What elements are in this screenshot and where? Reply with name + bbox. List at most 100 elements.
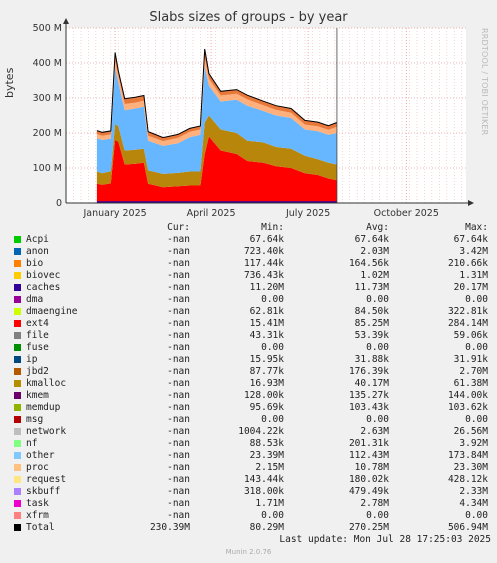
legend-swatch [14, 284, 21, 291]
legend-row: kmem -nan 128.00k 135.27k 144.00k [12, 390, 490, 402]
legend-avg: 164.56k [348, 258, 389, 269]
legend-row: network -nan 1004.22k 2.63M 26.56M [12, 426, 490, 438]
legend-max: 0.00 [465, 414, 488, 425]
legend-swatch [14, 272, 21, 279]
legend-min: 2.15M [255, 462, 284, 473]
legend-row: kmalloc -nan 16.93M 40.17M 61.38M [12, 378, 490, 390]
legend-max: 3.92M [459, 438, 488, 449]
legend-min: 11.20M [249, 282, 284, 293]
legend-cur: -nan [167, 438, 190, 449]
legend-max: 31.91k [453, 354, 488, 365]
legend-name: biovec [26, 270, 61, 281]
legend-avg: 2.78M [360, 498, 389, 509]
legend-name: msg [26, 414, 44, 425]
legend-avg: 0.00 [366, 294, 389, 305]
legend-row: fuse -nan 0.00 0.00 0.00 [12, 342, 490, 354]
legend-max: 20.17M [453, 282, 488, 293]
area-series-other [96, 66, 337, 174]
legend-max: 23.30M [453, 462, 488, 473]
legend-name: Total [26, 522, 55, 533]
legend-max: 2.33M [459, 486, 488, 497]
legend-cur: -nan [167, 474, 190, 485]
legend-avg: 112.43M [348, 450, 389, 461]
legend-cur: -nan [167, 318, 190, 329]
legend-avg: 2.63M [360, 426, 389, 437]
legend-min: 1004.22k [238, 426, 284, 437]
legend-min: 1.71M [255, 498, 284, 509]
area-series-kmalloc [96, 115, 337, 188]
legend-swatch [14, 308, 21, 315]
legend-max: 0.00 [465, 510, 488, 521]
legend-cur: -nan [167, 342, 190, 353]
y-tick-label: 500 M [33, 23, 62, 34]
legend-name: dma [26, 294, 44, 305]
legend-row: biovec -nan 736.43k 1.02M 1.31M [12, 270, 490, 282]
legend-swatch [14, 392, 21, 399]
legend-row: anon -nan 723.40k 2.03M 3.42M [12, 246, 490, 258]
legend-max: 26.56M [453, 426, 488, 437]
legend-name: dmaengine [26, 306, 78, 317]
legend-cur: 230.39M [149, 522, 190, 533]
legend-min: 723.40k [243, 246, 284, 257]
legend-row: proc -nan 2.15M 10.78M 23.30M [12, 462, 490, 474]
legend-max: 59.06k [453, 330, 488, 341]
area-series-ext4 [96, 136, 337, 203]
legend-row: skbuff -nan 318.00k 479.49k 2.33M [12, 486, 490, 498]
legend-avg: 67.64k [354, 234, 389, 245]
legend-cur: -nan [167, 498, 190, 509]
legend-row: dma -nan 0.00 0.00 0.00 [12, 294, 490, 306]
legend-swatch [14, 296, 21, 303]
legend-name: skbuff [26, 486, 61, 497]
legend-swatch [14, 332, 21, 339]
legend-name: task [26, 498, 49, 509]
legend-header: Cur: Min: Avg: Max: [12, 222, 490, 234]
legend-name: bio [26, 258, 44, 269]
legend-row: memdup -nan 95.69k 103.43k 103.62k [12, 402, 490, 414]
legend-cur: -nan [167, 450, 190, 461]
legend-row: bio -nan 117.44k 164.56k 210.66k [12, 258, 490, 270]
legend-name: caches [26, 282, 61, 293]
y-tick-label: 100 M [33, 163, 62, 174]
legend-avg: 201.31k [348, 438, 389, 449]
legend-name: other [26, 450, 55, 461]
legend-min: 0.00 [261, 294, 284, 305]
legend-max: 428.12k [447, 474, 488, 485]
legend-avg: 270.25M [348, 522, 389, 533]
legend-cur: -nan [167, 294, 190, 305]
legend-min: 87.77k [249, 366, 284, 377]
legend-swatch [14, 428, 21, 435]
legend-cur: -nan [167, 366, 190, 377]
y-tick-label: 0 [56, 198, 62, 209]
legend-avg: 10.78M [354, 462, 389, 473]
legend-cur: -nan [167, 246, 190, 257]
legend-swatch [14, 452, 21, 459]
x-axis-arrow [468, 200, 474, 206]
legend-row: other -nan 23.39M 112.43M 173.84M [12, 450, 490, 462]
legend-name: memdup [26, 402, 61, 413]
legend-cur: -nan [167, 270, 190, 281]
y-tick-labels: 0 100 M 200 M 300 M 400 M 500 M [33, 23, 62, 209]
legend-header-min: Min: [261, 222, 284, 233]
legend-max: 210.66k [447, 258, 488, 269]
legend-avg: 2.03M [360, 246, 389, 257]
legend: Cur: Min: Avg: Max: Acpi -nan 67.64k 67.64k… [12, 222, 490, 534]
legend-max: 322.81k [447, 306, 488, 317]
legend-avg: 85.25M [354, 318, 389, 329]
legend-name: jbd2 [26, 366, 49, 377]
legend-swatch [14, 260, 21, 267]
legend-name: request [26, 474, 67, 485]
legend-max: 67.64k [453, 234, 488, 245]
legend-swatch [14, 500, 21, 507]
legend-swatch [14, 404, 21, 411]
legend-name: kmalloc [26, 378, 67, 389]
legend-min: 15.41M [249, 318, 284, 329]
legend-swatch [14, 416, 21, 423]
legend-name: kmem [26, 390, 49, 401]
legend-max: 3.42M [459, 246, 488, 257]
y-tick-label: 300 M [33, 93, 62, 104]
x-tick-label: January 2025 [82, 208, 146, 219]
legend-name: ext4 [26, 318, 49, 329]
legend-cur: -nan [167, 306, 190, 317]
legend-name: Acpi [26, 234, 49, 245]
legend-name: xfrm [26, 510, 49, 521]
